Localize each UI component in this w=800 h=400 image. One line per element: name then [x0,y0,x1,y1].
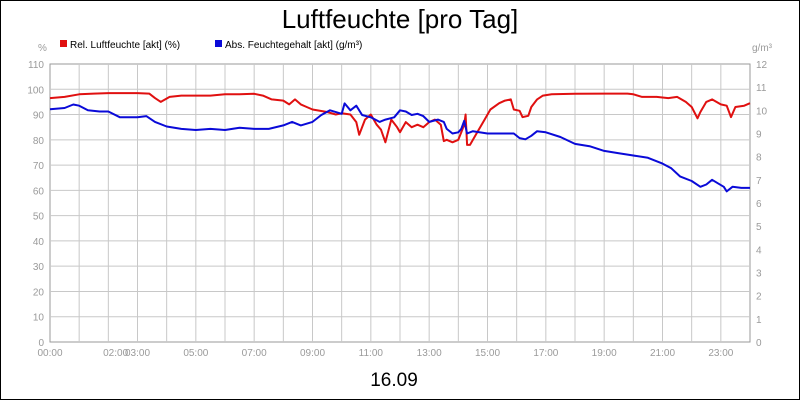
x-tick-label: 05:00 [183,348,208,359]
grid [50,64,750,342]
y-left-tick-label: 60 [33,186,45,197]
y-left-tick-label: 100 [27,85,44,96]
legend-label-abs: Abs. Feuchtegehalt [akt] (g/m³) [225,40,362,51]
x-tick-label: 07:00 [242,348,267,359]
y-left-tick-label: 0 [38,338,44,349]
y-left-tick-label: 20 [33,287,45,298]
y-left-tick-label: 10 [33,313,45,324]
x-tick-label: 03:00 [125,348,150,359]
x-tick-label: 21:00 [650,348,675,359]
y-right-tick-label: 10 [756,106,768,117]
y-left-tick-label: 50 [33,212,45,223]
x-tick-label: 15:00 [475,348,500,359]
series-line-abs-humidity [49,102,750,193]
y-left-tick-label: 70 [33,161,45,172]
y-left-tick-label: 30 [33,262,45,273]
y-right-tick-label: 2 [756,292,762,303]
legend-label-rel: Rel. Luftfeuchte [akt] (%) [70,40,180,51]
x-tick-label: 13:00 [417,348,442,359]
legend-swatch-rel [60,40,67,47]
y-right-tick-label: 0 [756,338,762,349]
y-right-tick-label: 3 [756,269,762,280]
y-right-tick-label: 11 [756,83,767,94]
y-right-tick-label: 9 [756,130,762,141]
y-right-tick-label: 12 [756,60,768,71]
y-left-tick-label: 80 [33,136,45,147]
x-tick-label: 00:00 [37,348,62,359]
series-lines [49,92,751,193]
x-tick-label: 17:00 [533,348,558,359]
y-right-tick-label: 8 [756,153,762,164]
y-right-tick-label: 7 [756,176,762,187]
y-right-tick-label: 1 [756,315,762,326]
y-right-tick-label: 5 [756,222,762,233]
x-tick-label: 09:00 [300,348,325,359]
date-label: 16.09 [370,370,418,391]
legend-swatch-abs [215,40,222,47]
chart-title: Luftfeuchte [pro Tag] [282,4,519,34]
y-right-tick-label: 4 [756,245,762,256]
y-left-unit: % [38,43,47,54]
x-tick-label: 02:00 [103,348,128,359]
y-left-tick-label: 110 [28,60,44,71]
y-left-tick-label: 90 [33,111,45,122]
y-left-tick-label: 40 [33,237,45,248]
tick-labels: 0102030405060708090100110012345678910111… [27,60,767,359]
legend: Rel. Luftfeuchte [akt] (%) Abs. Feuchteg… [60,40,362,51]
x-tick-label: 11:00 [359,348,384,359]
x-tick-label: 23:00 [708,348,733,359]
y-right-unit: g/m³ [752,43,773,54]
y-right-tick-label: 6 [756,199,762,210]
x-tick-label: 19:00 [592,348,617,359]
